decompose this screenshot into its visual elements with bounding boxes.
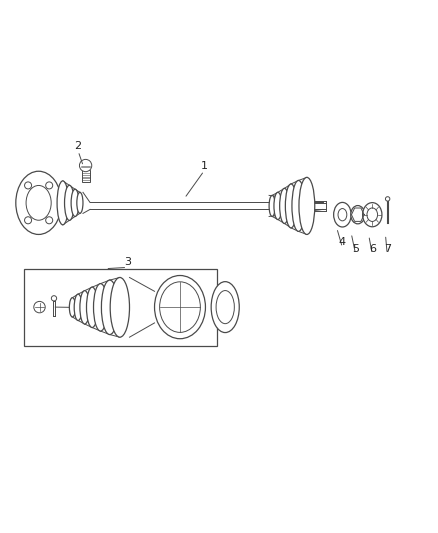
- Ellipse shape: [25, 217, 32, 224]
- Ellipse shape: [71, 189, 79, 216]
- Text: 6: 6: [368, 244, 375, 254]
- Text: 2: 2: [74, 141, 81, 151]
- Ellipse shape: [80, 290, 89, 324]
- Text: 7: 7: [383, 244, 390, 254]
- Ellipse shape: [86, 287, 98, 327]
- Ellipse shape: [333, 203, 350, 227]
- Ellipse shape: [362, 203, 381, 227]
- Ellipse shape: [366, 208, 377, 221]
- Ellipse shape: [385, 197, 389, 201]
- Ellipse shape: [79, 159, 92, 172]
- Ellipse shape: [57, 181, 68, 225]
- Ellipse shape: [337, 208, 346, 221]
- Ellipse shape: [46, 217, 53, 224]
- Ellipse shape: [159, 282, 200, 333]
- Ellipse shape: [350, 206, 364, 224]
- Text: 5: 5: [351, 244, 358, 254]
- Ellipse shape: [298, 177, 314, 235]
- Ellipse shape: [154, 276, 205, 338]
- Ellipse shape: [291, 181, 304, 231]
- Ellipse shape: [273, 192, 281, 220]
- Ellipse shape: [34, 301, 45, 313]
- Ellipse shape: [101, 280, 118, 335]
- Ellipse shape: [215, 290, 234, 324]
- Ellipse shape: [25, 182, 32, 189]
- Ellipse shape: [74, 294, 82, 320]
- Text: 3: 3: [124, 257, 131, 267]
- Ellipse shape: [69, 297, 75, 317]
- Ellipse shape: [46, 182, 53, 189]
- Text: 4: 4: [338, 237, 345, 247]
- Ellipse shape: [26, 185, 51, 220]
- Text: 1: 1: [200, 160, 207, 171]
- Bar: [24, 269, 217, 345]
- Bar: [81, 170, 89, 182]
- Ellipse shape: [279, 188, 289, 223]
- Ellipse shape: [51, 296, 57, 301]
- Ellipse shape: [16, 171, 61, 235]
- Ellipse shape: [285, 184, 296, 228]
- Ellipse shape: [64, 185, 74, 221]
- Ellipse shape: [77, 192, 83, 213]
- Ellipse shape: [110, 278, 129, 337]
- Ellipse shape: [268, 196, 275, 216]
- Ellipse shape: [93, 284, 107, 331]
- Ellipse shape: [211, 281, 239, 333]
